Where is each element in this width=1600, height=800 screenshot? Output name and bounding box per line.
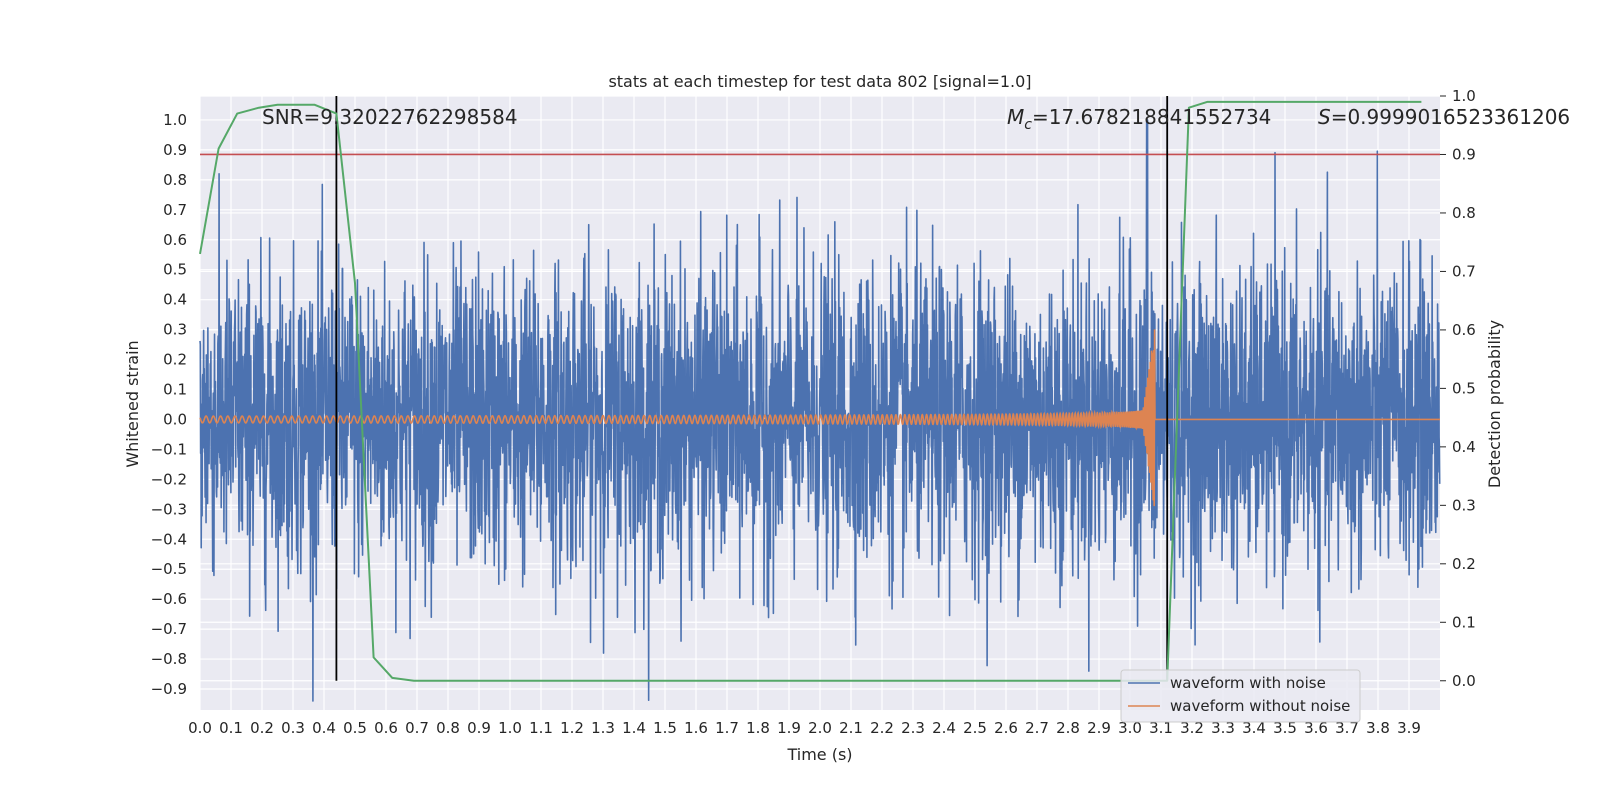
x-axis-ticks: 0.0 0.1 0.2 0.3 0.4 0.5 0.6 0.7 0.8 0.9 1.0 1.1 1.2 1… [188, 719, 1421, 737]
y2-tick-label-9: 0.1 [1452, 613, 1476, 631]
y-tick-label-15: −0.5 [151, 560, 187, 578]
y2-tick-label-10: 0.0 [1452, 672, 1476, 690]
y-tick-label-8: 0.2 [163, 351, 187, 369]
y2-tick-label-0: 1.0 [1452, 87, 1476, 105]
x-tick-label-32: 3.2 [1180, 719, 1204, 737]
legend-box [1120, 669, 1361, 723]
y2-tick-label-4: 0.6 [1452, 321, 1476, 339]
x-tick-label-12: 1.2 [560, 719, 584, 737]
x-tick-label-5: 0.5 [343, 719, 367, 737]
x-tick-label-36: 3.6 [1304, 719, 1328, 737]
series-waveform-without-noise [199, 329, 1440, 507]
x-tick-label-3: 0.3 [281, 719, 305, 737]
x-tick-label-10: 1.0 [498, 719, 522, 737]
x-tick-label-27: 2.7 [1025, 719, 1049, 737]
y-axis-ticks: 1.0 0.9 0.8 0.7 0.6 0.5 0.4 0.3 0.2 0.1 0.0 −0.1 −0.… [151, 111, 187, 698]
x-tick-label-23: 2.3 [901, 719, 925, 737]
y-tick-label-11: −0.1 [151, 440, 187, 458]
legend: waveform with noise waveform without noi… [1120, 669, 1361, 723]
y-tick-label-1: 0.9 [163, 141, 187, 159]
x-axis-label: Time (s) [786, 745, 852, 764]
x-tick-label-16: 1.6 [684, 719, 708, 737]
x-tick-label-8: 0.8 [436, 719, 460, 737]
x-tick-label-21: 2.1 [839, 719, 863, 737]
y-tick-label-12: −0.2 [151, 470, 187, 488]
score-value: =0.9999016523361206 [1331, 105, 1570, 129]
x-tick-label-39: 3.9 [1397, 719, 1421, 737]
x-tick-label-19: 1.9 [777, 719, 801, 737]
y2-tick-label-6: 0.4 [1452, 438, 1476, 456]
x-tick-label-30: 3.0 [1118, 719, 1142, 737]
vertical-markers [335, 96, 1169, 681]
y2-tick-label-2: 0.8 [1452, 204, 1476, 222]
y-axis-label: Whitened strain [123, 340, 142, 467]
x-tick-label-33: 3.3 [1211, 719, 1235, 737]
y-tick-label-5: 0.5 [163, 261, 187, 279]
y-tick-label-7: 0.3 [163, 321, 187, 339]
x-tick-label-4: 0.4 [312, 719, 336, 737]
x-tick-label-11: 1.1 [529, 719, 553, 737]
y2-tick-label-8: 0.2 [1452, 555, 1476, 573]
chirp-mass-symbol: M [1007, 105, 1024, 129]
x-tick-label-0: 0.0 [188, 719, 212, 737]
y2-axis-label: Detection probability [1485, 320, 1504, 488]
y-tick-label-10: 0.0 [163, 410, 187, 428]
x-tick-label-2: 0.2 [250, 719, 274, 737]
y-tick-label-13: −0.3 [151, 500, 187, 518]
x-tick-label-17: 1.7 [715, 719, 739, 737]
score-symbol: S [1318, 105, 1331, 129]
y-tick-label-3: 0.7 [163, 201, 187, 219]
y2-tick-label-1: 0.9 [1452, 145, 1476, 163]
series-detection-probability [199, 100, 1422, 682]
y-tick-label-18: −0.8 [151, 650, 187, 668]
series-waveform-with-noise [199, 119, 1441, 702]
x-tick-label-26: 2.6 [994, 719, 1018, 737]
chirp-mass-annotation: Mc=17.678218841552734 [1007, 105, 1271, 133]
x-tick-label-13: 1.3 [591, 719, 615, 737]
chirp-mass-value: =17.678218841552734 [1032, 105, 1271, 129]
snr-annotation: SNR=9.32022762298584 [262, 105, 518, 129]
chart-title: stats at each timestep for test data 802… [608, 72, 1031, 91]
x-tick-label-1: 0.1 [219, 719, 243, 737]
y-tick-label-14: −0.4 [151, 530, 187, 548]
y2-tick-label-3: 0.7 [1452, 262, 1476, 280]
x-tick-label-37: 3.7 [1335, 719, 1359, 737]
line-waveform-without-noise [199, 329, 1440, 507]
x-tick-label-18: 1.8 [746, 719, 770, 737]
x-tick-label-28: 2.8 [1056, 719, 1080, 737]
y-tick-label-6: 0.4 [163, 291, 187, 309]
legend-label-noise: waveform with noise [1170, 674, 1326, 692]
line-waveform-with-noise [199, 119, 1441, 702]
x-tick-label-29: 2.9 [1087, 719, 1111, 737]
score-annotation: S=0.9999016523361206 [1318, 105, 1570, 129]
x-tick-label-20: 2.0 [808, 719, 832, 737]
x-tick-label-35: 3.5 [1273, 719, 1297, 737]
x-tick-label-15: 1.5 [653, 719, 677, 737]
x-tick-label-24: 2.4 [932, 719, 956, 737]
x-tick-label-34: 3.4 [1242, 719, 1266, 737]
y2-tick-label-7: 0.3 [1452, 496, 1476, 514]
y-tick-label-0: 1.0 [163, 111, 187, 129]
y-tick-label-2: 0.8 [163, 171, 187, 189]
x-tick-label-14: 1.4 [622, 719, 646, 737]
line-detection-probability [199, 100, 1422, 682]
y-tick-label-17: −0.7 [151, 620, 187, 638]
y2-tick-label-5: 0.5 [1452, 379, 1476, 397]
x-tick-label-6: 0.6 [374, 719, 398, 737]
y-tick-label-19: −0.9 [151, 680, 187, 698]
x-tick-label-25: 2.5 [963, 719, 987, 737]
x-tick-label-38: 3.8 [1366, 719, 1390, 737]
y-tick-label-16: −0.6 [151, 590, 187, 608]
legend-label-clean: waveform without noise [1170, 697, 1350, 715]
y-tick-label-9: 0.1 [163, 381, 187, 399]
y-tick-label-4: 0.6 [163, 231, 187, 249]
y2-axis-ticks: 1.0 0.9 0.8 0.7 0.6 0.5 0.4 0.3 0.2 0.1 0.0 [1440, 87, 1476, 690]
x-tick-label-22: 2.2 [870, 719, 894, 737]
x-tick-label-31: 3.1 [1149, 719, 1173, 737]
x-tick-label-7: 0.7 [405, 719, 429, 737]
chirp-mass-subscript: c [1024, 117, 1032, 133]
x-tick-label-9: 0.9 [467, 719, 491, 737]
